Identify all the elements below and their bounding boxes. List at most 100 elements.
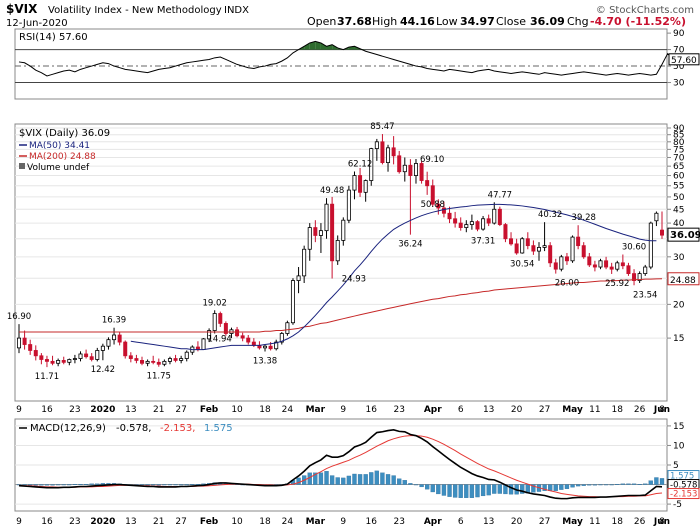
macd-histogram-bar (363, 474, 368, 485)
date-label: 16 (366, 517, 378, 527)
chart-date: 12-Jun-2020 (6, 18, 68, 29)
candle-body (123, 341, 128, 357)
ohlc-chg-value: -4.70 (-11.52%) (590, 15, 686, 28)
macd-grid (15, 425, 667, 505)
price-annotation: 40.32 (538, 210, 562, 220)
price-annotation: 25.92 (605, 279, 629, 289)
date-label: May (562, 405, 583, 415)
candle-body (363, 180, 368, 193)
symbol-label: $VIX (6, 2, 38, 16)
candle-body (391, 147, 396, 157)
candle-body (72, 358, 77, 360)
candle-body (112, 334, 117, 341)
ma50-line (130, 203, 657, 351)
candle-body (548, 245, 553, 264)
macd-tick-label: 10 (673, 441, 685, 451)
candle-body (525, 238, 530, 247)
price-annotation: 23.54 (633, 290, 657, 300)
date-label: 11 (589, 405, 600, 415)
candle-body (553, 262, 558, 270)
candle-body (475, 221, 480, 230)
macd-histogram-bar (609, 484, 614, 486)
candle-body (22, 337, 27, 345)
price-tick-label: 15 (673, 334, 684, 344)
macd-histogram-bar (464, 484, 469, 498)
macd-plot (16, 429, 665, 500)
macd-histogram-bar (318, 472, 324, 485)
rsi-overbought-fill (304, 43, 310, 50)
legend-volume: Volume undef (27, 163, 90, 173)
date-label: 26 (634, 405, 646, 415)
candle-body (598, 260, 603, 268)
candle-body (604, 260, 609, 268)
date-label: 9 (16, 405, 22, 415)
ohlc-open-value: 37.68 (337, 15, 372, 28)
macd-histogram-bar (637, 484, 642, 485)
legend-volume-swatch (19, 163, 25, 169)
macd-histogram-bar (67, 484, 72, 486)
candle-body (514, 243, 519, 254)
candle-body (374, 141, 379, 149)
macd-histogram-bar (486, 484, 491, 496)
candle-body (497, 208, 502, 225)
security-name: Volatility Index - New Methodology (48, 5, 222, 16)
date-label: 24 (282, 405, 294, 415)
candle-body (184, 351, 189, 359)
macd-histogram-bar (581, 484, 586, 486)
price-annotation: 49.48 (320, 186, 344, 196)
date-label: 16 (366, 405, 378, 415)
rsi-tick-label: 50 (673, 62, 685, 72)
ohlc-low-value: 34.97 (460, 15, 495, 28)
macd-histogram-bar (564, 484, 570, 489)
rsi-line (18, 40, 674, 77)
price-annotation: 11.71 (35, 372, 59, 382)
macd-legend-macd: -0.578, (116, 423, 151, 434)
ma200-tag: 24.88 (670, 276, 696, 286)
ohlc-high-label: High (372, 15, 397, 28)
candle-body (106, 339, 111, 347)
candle-body (581, 245, 586, 258)
date-label: 27 (539, 517, 550, 527)
macd-value-tag: -0.578 (670, 481, 697, 491)
macd-histogram-bar (603, 484, 609, 486)
macd-tick-label: 5 (673, 461, 679, 471)
candle-body (240, 335, 245, 339)
last-price-tag: 36.09 (670, 230, 700, 241)
exchange-label: INDX (224, 5, 249, 16)
price-annotation: 26.00 (555, 279, 579, 289)
candle-body (167, 358, 172, 362)
macd-line (18, 429, 663, 500)
price-panel: 16.90 11.71 16.39 12.42 11.75 19.02 14.94 13.38… (7, 122, 700, 402)
candle-body (413, 163, 418, 176)
candle-body (50, 360, 55, 364)
macd-histogram-bar (548, 484, 553, 491)
date-label: 10 (231, 405, 243, 415)
candle-body (268, 345, 273, 350)
date-label: 6 (458, 405, 464, 415)
candle-body (212, 313, 217, 331)
candle-body (162, 360, 167, 365)
candle-body (179, 358, 184, 361)
macd-histogram-bar (598, 484, 603, 486)
rsi-value-tag-box (668, 53, 700, 66)
macd-histogram-bar (341, 477, 346, 485)
date-label: 18 (612, 405, 624, 415)
candle-body (358, 175, 363, 193)
macd-histogram-bar (391, 475, 396, 485)
candle-body (61, 360, 66, 363)
legend-main: $VIX (Daily) 36.09 (19, 128, 110, 139)
date-label: 20 (511, 517, 523, 527)
price-panel-frame (14, 123, 668, 402)
macd-histogram-bar (296, 477, 301, 485)
macd-histogram-bar (167, 484, 173, 486)
date-axis-middle: 9 16 23 2020 13 21 27 Feb 10 18 24 Mar 9 16 23 Apr 6 13 20… (16, 405, 670, 415)
date-label: Apr (424, 405, 442, 415)
price-annotation: 69.10 (420, 155, 444, 165)
macd-histogram-bar (436, 484, 441, 495)
date-label: 18 (612, 517, 624, 527)
candle-body (615, 262, 620, 270)
price-tick-label: 45 (673, 205, 684, 215)
price-tick-label: 55 (673, 182, 684, 192)
date-label: 8 (659, 517, 665, 527)
